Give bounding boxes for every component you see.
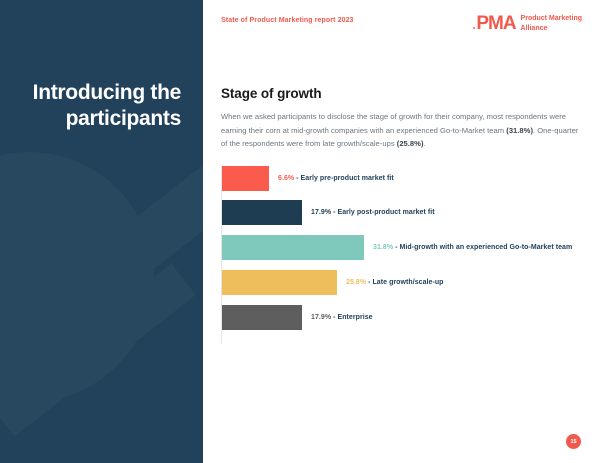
chart-bar[interactable]: [222, 305, 302, 330]
pma-logo-wordmark: Product Marketing Alliance: [521, 14, 582, 32]
chart-bar-label: 31.8% - Mid-growth with an experienced G…: [373, 244, 572, 251]
stage-of-growth-bar-chart: 6.6% - Early pre-product market fit 17.9…: [221, 166, 581, 344]
chart-bar[interactable]: [222, 235, 364, 260]
chart-axis-line: [221, 166, 222, 344]
logo-wordmark-line2: Alliance: [520, 24, 548, 32]
logo-dot-icon: [472, 26, 476, 29]
chart-bar-label: 17.9% - Enterprise: [311, 314, 373, 321]
report-label: State of Product Marketing report 2023: [221, 17, 354, 24]
pma-logo-mark: PMA: [472, 13, 517, 34]
chart-bar-value: 31.8%: [373, 244, 394, 251]
chart-bar-value: 6.6%: [278, 175, 295, 182]
chart-bar-value: 17.9%: [311, 209, 332, 216]
chart-bar-row: 25.8% - Late growth/scale-up: [222, 270, 444, 295]
chart-bar-category: - Early post-product market fit: [331, 209, 435, 216]
chart-bar-category: - Mid-growth with an experienced Go-to-M…: [393, 244, 573, 251]
body-paragraph: When we asked participants to disclose t…: [221, 110, 579, 151]
page-title: Stage of growth: [221, 86, 322, 101]
paragraph-stat-1: (31.8%): [506, 125, 533, 135]
chart-bar-label: 25.8% - Late growth/scale-up: [346, 279, 444, 286]
sidebar-panel: Introducing the participants: [0, 0, 203, 463]
chart-bar[interactable]: [222, 270, 337, 295]
chart-bar-category: - Early pre-product market fit: [294, 175, 394, 182]
chart-bar-label: 6.6% - Early pre-product market fit: [278, 175, 394, 182]
logo-mark-text: PMA: [476, 13, 516, 34]
chart-bar-label: 17.9% - Early post-product market fit: [311, 209, 435, 216]
chart-bar-row: 17.9% - Enterprise: [222, 305, 373, 330]
paragraph-text-3: .: [423, 139, 426, 149]
chart-bar-category: - Late growth/scale-up: [366, 279, 444, 286]
paragraph-text-1: When we asked participants to disclose t…: [221, 112, 566, 135]
slide-section-title: Introducing the participants: [32, 81, 182, 130]
paragraph-stat-2: (25.8%): [396, 139, 424, 149]
chart-bar-row: 17.9% - Early post-product market fit: [222, 200, 435, 225]
logo-wordmark-line1: Product Marketing: [520, 15, 582, 23]
chart-bar[interactable]: [222, 200, 302, 225]
page-number-badge: 15: [566, 434, 581, 449]
paragraph-text-2: . One-quarter of the respondents were fr…: [221, 125, 579, 149]
chart-bar-category: - Enterprise: [331, 314, 373, 321]
main-content: Stage of growth When we asked participan…: [221, 86, 579, 151]
chart-bar-row: 31.8% - Mid-growth with an experienced G…: [222, 235, 572, 260]
chart-bar-value: 17.9%: [311, 314, 332, 321]
pma-logo: PMA Product Marketing Alliance: [472, 13, 582, 34]
chart-bar[interactable]: [222, 166, 269, 191]
chart-bar-row: 6.6% - Early pre-product market fit: [222, 166, 394, 191]
chart-bar-value: 25.8%: [346, 279, 367, 286]
